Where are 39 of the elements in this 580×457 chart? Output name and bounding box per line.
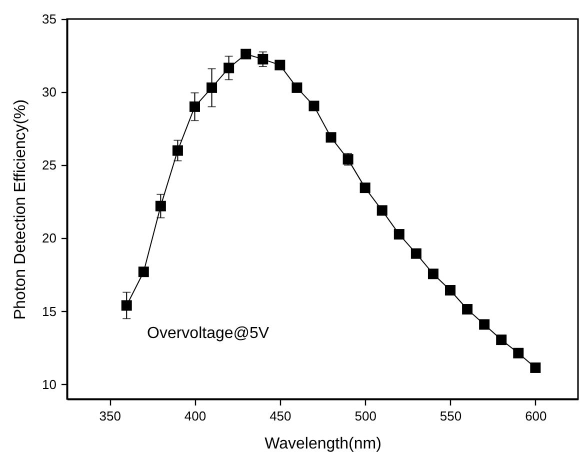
x-tick-label: 600 <box>525 408 547 424</box>
point <box>360 182 370 194</box>
point <box>462 304 473 315</box>
point <box>206 82 218 93</box>
point <box>530 362 541 373</box>
x-tick-label: 550 <box>440 408 462 424</box>
point <box>410 248 422 259</box>
point <box>224 62 234 74</box>
point <box>292 82 302 93</box>
x-tick-label: 500 <box>354 408 376 424</box>
x-axis-title: Wavelength(nm) <box>264 436 382 452</box>
point <box>428 268 438 280</box>
point <box>513 348 524 358</box>
x-tick-label: 350 <box>99 408 121 424</box>
point <box>326 132 336 143</box>
y-tick-label: 20 <box>42 230 56 246</box>
point <box>240 48 252 60</box>
x-tick-label: 450 <box>270 408 292 424</box>
point <box>496 334 507 346</box>
point <box>138 266 149 278</box>
y-tick-label: 15 <box>42 304 56 319</box>
y-tick-label: 10 <box>42 376 56 392</box>
point <box>172 145 183 156</box>
point <box>445 285 456 296</box>
point <box>308 100 320 112</box>
point <box>479 319 490 330</box>
y-tick-label: 35 <box>42 12 56 26</box>
point <box>258 54 268 64</box>
point <box>155 200 166 212</box>
y-tick-label: 30 <box>42 84 56 100</box>
x-tick-label: 400 <box>184 408 206 424</box>
y-tick-label: 25 <box>42 158 56 173</box>
y-axis-title: Photon Detection Efficiency(%) <box>12 99 30 320</box>
point <box>394 229 404 240</box>
point <box>376 205 388 216</box>
point <box>274 60 286 70</box>
point <box>190 101 200 112</box>
annotation: Overvoltage@5V <box>147 325 270 342</box>
point <box>121 300 132 311</box>
